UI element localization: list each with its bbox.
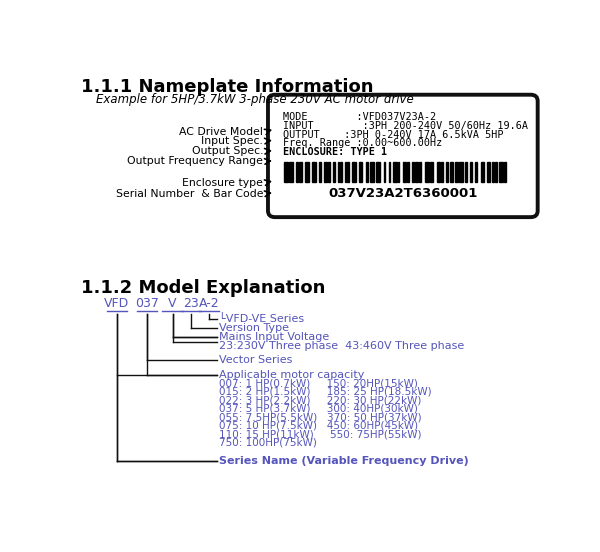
Bar bbox=[394, 162, 397, 182]
Text: A-2: A-2 bbox=[199, 298, 219, 310]
Text: Output Frequency Range: Output Frequency Range bbox=[127, 156, 263, 167]
Bar bbox=[296, 162, 298, 182]
Bar bbox=[284, 162, 288, 182]
Text: └VFD-VE Series: └VFD-VE Series bbox=[219, 314, 304, 323]
Bar bbox=[496, 162, 497, 182]
Bar bbox=[319, 162, 320, 182]
Text: 037: 5 HP(3.7kW)     300: 40HP(30kW): 037: 5 HP(3.7kW) 300: 40HP(30kW) bbox=[219, 404, 418, 414]
Bar bbox=[299, 162, 302, 182]
Bar bbox=[430, 162, 433, 182]
Text: 075: 10 HP(7.5kW)   450: 60HP(45kW): 075: 10 HP(7.5kW) 450: 60HP(45kW) bbox=[219, 421, 418, 431]
Bar bbox=[370, 162, 374, 182]
Bar bbox=[403, 162, 406, 182]
Text: Input Spec.: Input Spec. bbox=[202, 136, 263, 146]
Text: Freq. Range :0.00~600.00Hz: Freq. Range :0.00~600.00Hz bbox=[283, 139, 443, 148]
Bar bbox=[419, 162, 421, 182]
Bar bbox=[289, 162, 293, 182]
Bar bbox=[455, 162, 458, 182]
Text: MODE        :VFD037V23A-2: MODE :VFD037V23A-2 bbox=[283, 112, 436, 122]
Bar bbox=[470, 162, 472, 182]
Bar bbox=[481, 162, 484, 182]
Bar bbox=[376, 162, 380, 182]
Bar bbox=[412, 162, 414, 182]
Text: 23:230V Three phase  43:460V Three phase: 23:230V Three phase 43:460V Three phase bbox=[219, 341, 464, 351]
Text: 055: 7.5HP(5.5kW)   370: 50 HP(37kW): 055: 7.5HP(5.5kW) 370: 50 HP(37kW) bbox=[219, 412, 422, 422]
Bar bbox=[352, 162, 356, 182]
Text: Version Type: Version Type bbox=[219, 323, 289, 333]
Text: V: V bbox=[169, 298, 177, 310]
Bar bbox=[491, 162, 494, 182]
Bar bbox=[425, 162, 428, 182]
Text: 007: 1 HP(0.7kW)     150: 20HP(15kW): 007: 1 HP(0.7kW) 150: 20HP(15kW) bbox=[219, 378, 418, 388]
Text: Applicable motor capacity: Applicable motor capacity bbox=[219, 370, 365, 380]
Bar bbox=[451, 162, 453, 182]
Text: 1.1.1 Nameplate Information: 1.1.1 Nameplate Information bbox=[80, 78, 373, 96]
Bar bbox=[312, 162, 316, 182]
Bar bbox=[359, 162, 362, 182]
Bar bbox=[407, 162, 409, 182]
Text: Mains Input Voltage: Mains Input Voltage bbox=[219, 332, 329, 342]
Bar bbox=[305, 162, 308, 182]
Text: Output Spec.: Output Spec. bbox=[192, 146, 263, 156]
Bar bbox=[333, 162, 335, 182]
Text: VFD: VFD bbox=[104, 298, 130, 310]
Bar bbox=[389, 162, 390, 182]
Bar bbox=[415, 162, 418, 182]
Text: OUTPUT    :3PH 0-240V 17A 6.5kVA 5HP: OUTPUT :3PH 0-240V 17A 6.5kVA 5HP bbox=[283, 130, 504, 140]
Bar bbox=[487, 162, 490, 182]
Bar bbox=[437, 162, 440, 182]
Bar bbox=[446, 162, 448, 182]
Bar bbox=[398, 162, 400, 182]
Text: 022: 3 HP(2.2kW)     220: 30 HP(22kW): 022: 3 HP(2.2kW) 220: 30 HP(22kW) bbox=[219, 395, 422, 405]
Text: 1.1.2 Model Explanation: 1.1.2 Model Explanation bbox=[80, 279, 325, 297]
Bar bbox=[459, 162, 463, 182]
Text: ENCLOSURE: TYPE 1: ENCLOSURE: TYPE 1 bbox=[283, 147, 388, 157]
Bar bbox=[504, 162, 506, 182]
Bar bbox=[347, 162, 349, 182]
Text: Enclosure type: Enclosure type bbox=[182, 178, 263, 188]
Bar bbox=[338, 162, 339, 182]
Text: 23: 23 bbox=[184, 298, 199, 310]
FancyBboxPatch shape bbox=[268, 95, 538, 217]
Bar bbox=[365, 162, 368, 182]
Text: Example for 5HP/3.7kW 3-phase 230V AC motor drive: Example for 5HP/3.7kW 3-phase 230V AC mo… bbox=[96, 93, 413, 105]
Bar bbox=[328, 162, 331, 182]
Text: Serial Number  & Bar Code: Serial Number & Bar Code bbox=[116, 189, 263, 199]
Text: 015: 2 HP(1.5kW)     185: 25 HP(18.5kW): 015: 2 HP(1.5kW) 185: 25 HP(18.5kW) bbox=[219, 387, 432, 397]
Bar bbox=[465, 162, 467, 182]
Bar bbox=[345, 162, 346, 182]
Text: Vector Series: Vector Series bbox=[219, 355, 293, 365]
Text: 037: 037 bbox=[135, 298, 159, 310]
Text: Series Name (Variable Frequency Drive): Series Name (Variable Frequency Drive) bbox=[219, 456, 469, 466]
Bar bbox=[441, 162, 443, 182]
Text: 110: 15 HP(11kW)     550: 75HP(55kW): 110: 15 HP(11kW) 550: 75HP(55kW) bbox=[219, 429, 422, 439]
Bar bbox=[340, 162, 343, 182]
Bar bbox=[499, 162, 503, 182]
Text: INPUT        :3PH 200-240V 50/60Hz 19.6A: INPUT :3PH 200-240V 50/60Hz 19.6A bbox=[283, 121, 529, 131]
Text: 750: 100HP(75kW): 750: 100HP(75kW) bbox=[219, 438, 317, 448]
Bar bbox=[384, 162, 385, 182]
Bar bbox=[475, 162, 477, 182]
Text: AC Drive Model: AC Drive Model bbox=[179, 127, 263, 137]
Bar bbox=[324, 162, 327, 182]
Text: 037V23A2T6360001: 037V23A2T6360001 bbox=[328, 187, 478, 199]
